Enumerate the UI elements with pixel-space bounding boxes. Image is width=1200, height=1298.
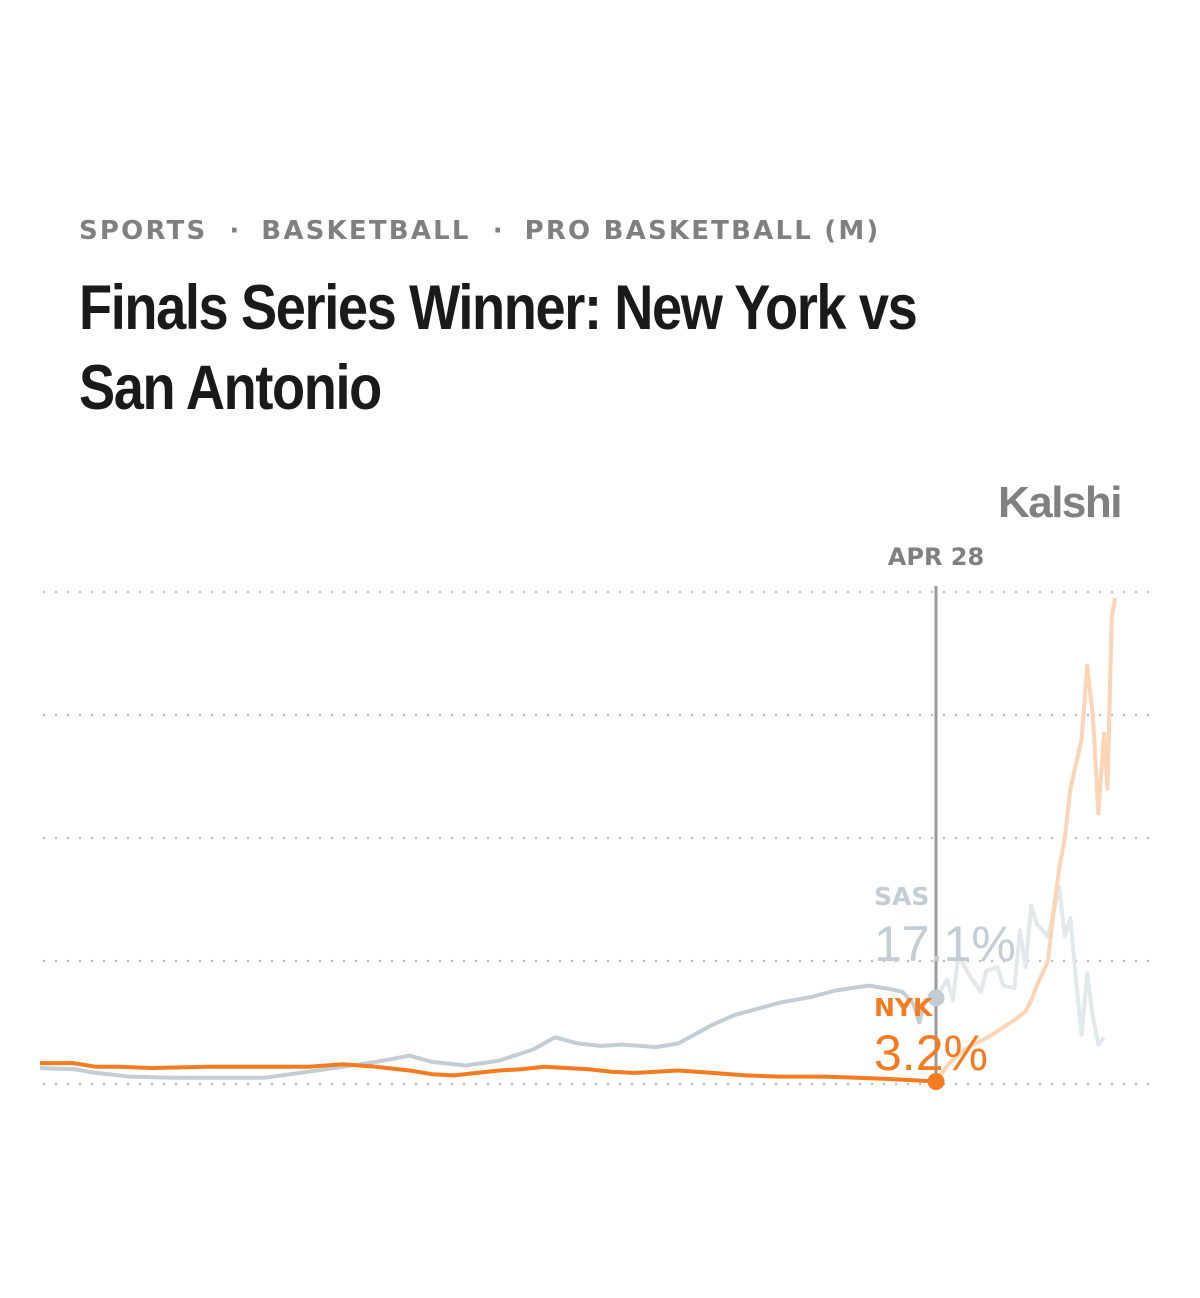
series-label-sas: SAS <box>874 882 929 911</box>
sas-end-dot <box>927 989 945 1007</box>
nyk-end-dot <box>927 1073 945 1091</box>
date-marker-label: APR 28 <box>888 543 984 571</box>
series-labels: SAS 17.1% NYK 3.2% <box>874 882 1016 1081</box>
breadcrumb-item-basketball[interactable]: BASKETBALL <box>261 216 471 246</box>
sas-history-line <box>39 983 937 1080</box>
page-title: Finals Series Winner: New York vs San An… <box>79 273 918 423</box>
series-value-sas: 17.1% <box>874 916 1016 972</box>
chart-end-dots <box>927 989 945 1091</box>
nyk-projection-line <box>934 597 1118 1083</box>
breadcrumb: SPORTS · BASKETBALL · PRO BASKETBALL (M) <box>79 216 880 246</box>
series-value-nyk: 3.2% <box>874 1025 988 1081</box>
series-label-nyk: NYK <box>874 993 934 1022</box>
sas-projection-line <box>934 885 1106 1047</box>
nyk-history-line <box>40 1061 937 1084</box>
kalshi-logo[interactable]: Kalshi <box>997 478 1123 527</box>
chart-series <box>39 597 1118 1084</box>
breadcrumb-item-pro-basketball[interactable]: PRO BASKETBALL (M) <box>524 216 881 246</box>
breadcrumb-separator: · <box>229 216 240 246</box>
price-chart: APR 28 SAS 17.1% NYK 3.2% <box>39 543 1162 1091</box>
breadcrumb-item-sports[interactable]: SPORTS <box>79 216 208 246</box>
chart-gridlines <box>42 590 1162 1086</box>
date-marker: APR 28 <box>888 543 984 1084</box>
breadcrumb-separator: · <box>492 216 503 246</box>
